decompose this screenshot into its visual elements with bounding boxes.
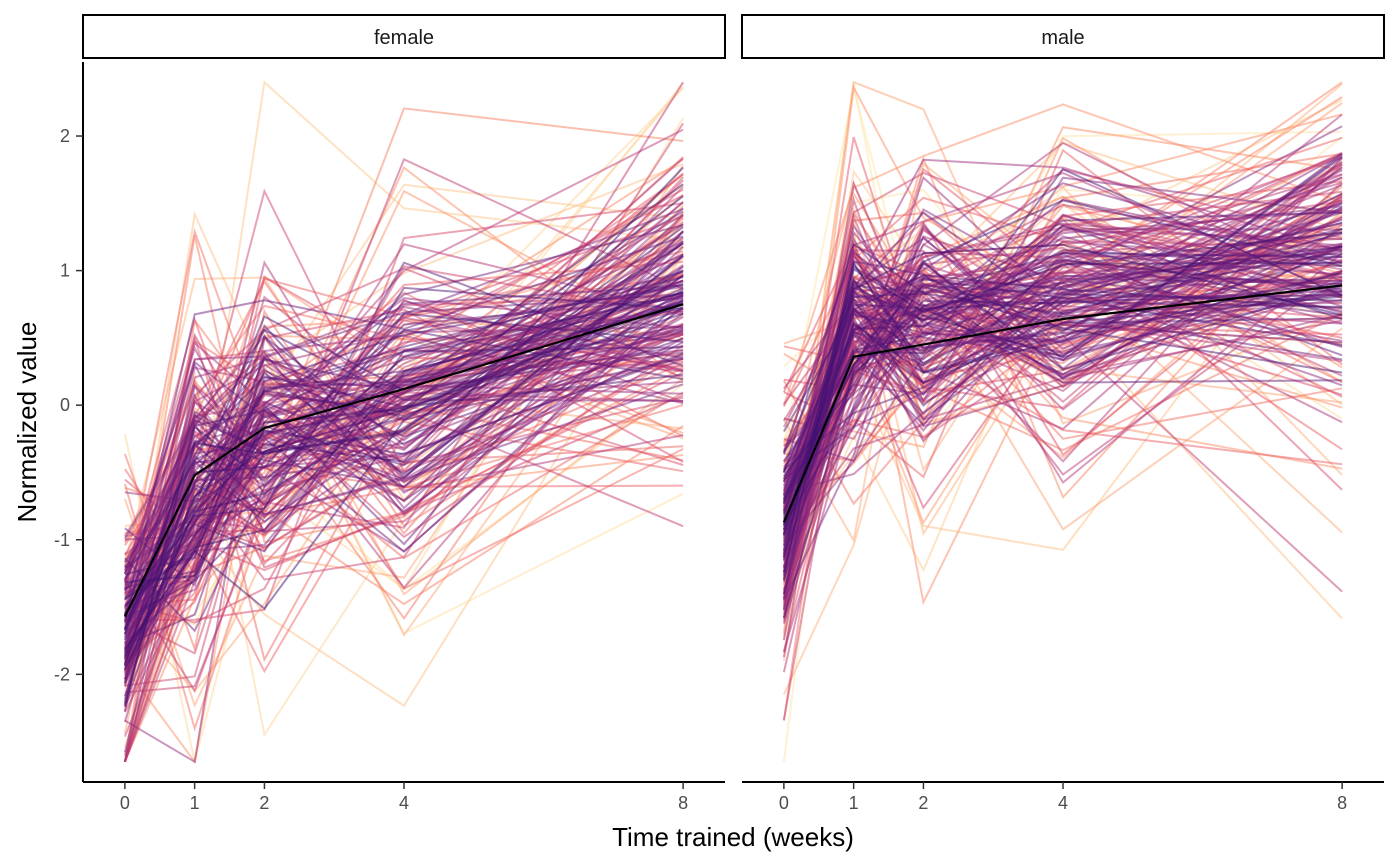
series-line — [123, 195, 684, 663]
x-tick-label: 1 — [849, 793, 859, 813]
series-line — [782, 156, 1343, 618]
series-line — [782, 221, 1343, 504]
series-line — [124, 299, 684, 580]
series-line — [124, 230, 684, 667]
x-tick-label: 8 — [1337, 793, 1347, 813]
series-line — [782, 80, 1343, 589]
mean-line-female — [123, 303, 684, 617]
x-tick-label: 2 — [918, 793, 928, 813]
mean-line-male — [782, 284, 1343, 523]
series-line — [123, 208, 684, 575]
series-line — [782, 272, 1343, 536]
series-line — [124, 306, 684, 658]
series-line — [782, 231, 1343, 573]
series-line — [123, 269, 684, 631]
panel-female: female 0 1 2 4 8 — [82, 14, 726, 813]
series-lines-female — [123, 80, 684, 765]
x-axis-title: Time trained (weeks) — [612, 822, 854, 852]
series-line — [124, 265, 684, 619]
series-line — [124, 274, 684, 575]
x-tick-label: 1 — [190, 793, 200, 813]
series-line — [123, 357, 684, 571]
series-line — [783, 205, 1343, 547]
series-line — [123, 294, 684, 705]
strip-female-label: female — [374, 27, 434, 49]
x-tick-label: 4 — [399, 793, 409, 813]
series-line — [782, 261, 1343, 558]
panel-male: male 0 1 2 4 8 — [741, 14, 1385, 813]
y-axis-title: Normalized value — [12, 322, 42, 523]
x-tick-label: 4 — [1058, 793, 1068, 813]
series-line — [123, 211, 684, 621]
y-ticks: -2 -1 0 1 2 — [54, 126, 83, 684]
series-line — [123, 373, 684, 635]
series-line — [782, 166, 1343, 601]
series-line — [782, 231, 1343, 455]
series-line — [124, 194, 684, 624]
series-line — [123, 334, 684, 587]
series-line — [123, 312, 684, 680]
x-ticks-male: 0 1 2 4 8 — [779, 782, 1347, 813]
y-tick-label: -1 — [54, 530, 70, 550]
series-line — [123, 183, 684, 632]
x-tick-label: 0 — [120, 793, 130, 813]
mean-series-line — [782, 284, 1343, 523]
series-line — [124, 279, 684, 641]
x-tick-label: 8 — [678, 793, 688, 813]
series-line — [782, 295, 1343, 517]
y-tick-label: -2 — [54, 664, 70, 684]
y-tick-label: 0 — [60, 395, 70, 415]
series-line — [124, 371, 684, 666]
series-line — [783, 261, 1343, 477]
x-tick-label: 0 — [779, 793, 789, 813]
series-line — [782, 167, 1343, 530]
strip-male-box — [741, 14, 1385, 59]
series-line — [783, 303, 1343, 480]
x-ticks-female: 0 1 2 4 8 — [120, 782, 688, 813]
series-lines-male — [782, 80, 1343, 762]
y-tick-label: 2 — [60, 126, 70, 146]
y-tick-label: 1 — [60, 261, 70, 281]
strip-female-box — [82, 14, 726, 59]
x-tick-label: 2 — [259, 793, 269, 813]
series-line — [123, 300, 684, 684]
series-line — [782, 222, 1343, 595]
series-line — [123, 303, 684, 656]
mean-series-line — [123, 303, 684, 617]
strip-male-label: male — [1041, 27, 1084, 49]
series-line — [123, 166, 684, 671]
